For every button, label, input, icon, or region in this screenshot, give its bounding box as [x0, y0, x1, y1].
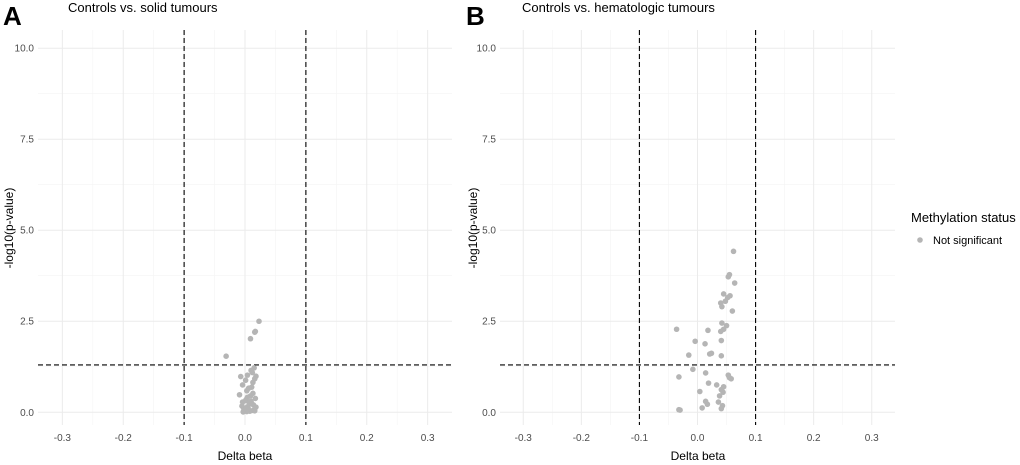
panel-a-data-point — [239, 382, 246, 388]
panel-b-data-point — [725, 274, 732, 280]
panel-a-x-tick-label: -0.2 — [115, 433, 133, 444]
panel-b-data-point — [728, 375, 734, 382]
panel-b-data-point — [677, 407, 683, 413]
panel-b-data-point — [718, 405, 725, 412]
panel-b-y-tick-label: 7.5 — [482, 135, 496, 146]
panel-b-data-point — [685, 352, 692, 358]
panel-b-y-axis-title: -log10(p-value) — [466, 188, 480, 269]
panel-b-data-point — [704, 401, 711, 408]
panel-b-x-tick-label: 0.2 — [807, 433, 821, 444]
panel-a-x-tick-label: -0.3 — [54, 433, 72, 444]
panel-b-x-tick-label: -0.2 — [573, 433, 591, 444]
panel-b-data-point — [702, 341, 708, 347]
panel-a-data-point — [223, 353, 229, 359]
panel-b-x-tick-label: 0.3 — [865, 433, 879, 444]
legend-label-not-significant: Not significant — [933, 235, 1002, 247]
panel-a-data-point — [244, 372, 251, 378]
panel-letter-a: A — [3, 1, 22, 31]
panel-b-data-point — [717, 328, 724, 335]
panel-b-data-point — [715, 399, 722, 405]
panel-a-data-point — [244, 387, 250, 394]
panel-b-x-tick-label: 0.1 — [749, 433, 763, 444]
panel-b-data-point — [718, 337, 725, 344]
panel-a-points — [223, 318, 262, 415]
panel-a-y-tick-label: 10.0 — [15, 44, 35, 55]
panel-b-data-point — [705, 327, 711, 334]
panel-b-points — [673, 248, 738, 413]
panel-a-data-point — [249, 369, 256, 376]
panel-b-data-point — [720, 389, 726, 396]
panel-a-x-tick-label: -0.1 — [176, 433, 194, 444]
panel-a-data-point — [240, 409, 246, 415]
panel-b-data-point — [719, 320, 725, 326]
panel-a-data-point — [247, 335, 254, 342]
panel-a-title: Controls vs. solid tumours — [68, 0, 218, 15]
panel-b-x-tick-label: 0.0 — [691, 433, 705, 444]
legend-title: Methylation status — [911, 210, 1016, 225]
panel-b-y-tick-label: 0.0 — [482, 408, 496, 419]
panel-b-x-axis: -0.3 -0.2 -0.1 0.0 0.1 0.2 0.3 — [515, 433, 880, 444]
panel-a-threshold-lines — [38, 30, 452, 425]
panel-a-y-tick-label: 7.5 — [20, 135, 34, 146]
panel-a-x-tick-label: 0.0 — [238, 433, 252, 444]
panel-a-x-tick-label: 0.1 — [299, 433, 313, 444]
panel-b-data-point — [716, 393, 723, 399]
panel-b-data-point — [676, 374, 682, 380]
panel-b-y-tick-label: 5.0 — [482, 226, 496, 237]
panel-b-data-point — [731, 280, 738, 286]
panel-b-data-point — [705, 380, 712, 386]
panel-a-data-point — [251, 408, 258, 414]
panel-a-x-tick-label: 0.3 — [421, 433, 435, 444]
panel-b-data-point — [720, 291, 727, 297]
panel-b-data-point — [702, 370, 709, 376]
legend: Methylation status Not significant — [911, 210, 1016, 247]
panel-a-data-point — [251, 329, 258, 335]
legend-swatch-not-significant — [917, 237, 923, 243]
panel-b-data-point — [730, 248, 737, 255]
panel-b-y-tick-label: 10.0 — [477, 44, 497, 55]
panel-b-y-tick-label: 2.5 — [482, 317, 496, 328]
panel-a-data-point — [237, 373, 244, 380]
panel-b-data-point — [729, 308, 736, 314]
panel-b: B Controls vs. hematologic tumours -0.3-… — [466, 0, 895, 463]
panel-a-y-axis: 0.0 2.5 5.0 7.5 10.0 — [15, 44, 35, 419]
panel-b-y-axis: 0.0 2.5 5.0 7.5 10.0 — [477, 44, 497, 419]
panel-a: A Controls vs. solid tumours -0.3 -0.2 -0.… — [2, 0, 452, 463]
panel-letter-b: B — [466, 1, 485, 31]
panel-a-y-tick-label: 5.0 — [20, 226, 34, 237]
panel-a-data-point — [236, 391, 243, 398]
panel-a-y-tick-label: 0.0 — [20, 408, 34, 419]
panel-b-threshold-lines — [500, 30, 895, 425]
panel-b-x-axis-title: Delta beta — [671, 449, 726, 463]
panel-b-grid — [500, 30, 895, 425]
panel-a-y-axis-title: -log10(p-value) — [2, 188, 16, 269]
panel-a-grid — [38, 30, 452, 425]
panel-b-data-point — [719, 303, 725, 310]
panel-a-data-point — [250, 379, 256, 386]
panel-a-data-point — [252, 395, 259, 402]
panel-b-x-tick-label: -0.3 — [515, 433, 533, 444]
panel-b-data-point — [697, 388, 703, 395]
panel-a-x-axis-title: Delta beta — [218, 449, 273, 463]
panel-b-data-point — [690, 366, 696, 373]
panel-a-x-axis: -0.3 -0.2 -0.1 0.0 0.1 0.2 0.3 — [54, 433, 435, 444]
panel-b-data-point — [699, 405, 705, 411]
panel-b-data-point — [692, 338, 698, 345]
panel-b-x-tick-label: -0.1 — [631, 433, 649, 444]
panel-b-data-point — [673, 326, 680, 333]
panel-b-data-point — [718, 353, 725, 359]
panel-a-data-point — [242, 377, 249, 384]
panel-b-title: Controls vs. hematologic tumours — [522, 0, 715, 15]
panel-a-data-point — [248, 398, 254, 405]
panel-a-x-tick-label: 0.2 — [360, 433, 374, 444]
panel-a-data-point — [256, 318, 262, 325]
panel-a-y-tick-label: 2.5 — [20, 317, 34, 328]
panel-b-data-point — [722, 298, 729, 305]
panel-b-data-point — [713, 382, 720, 388]
panel-b-data-point — [706, 351, 713, 357]
